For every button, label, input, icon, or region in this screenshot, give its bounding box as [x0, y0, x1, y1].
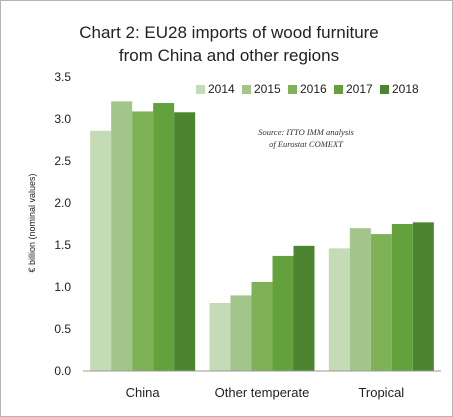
bar-2017: [391, 224, 413, 371]
legend-swatch-2015: [242, 85, 251, 94]
y-axis-ticks: 0.0 0.5 1.0 1.5 2.0 2.5 3.0 3.5: [54, 70, 71, 378]
y-axis-label: € billion (nominal values): [27, 173, 37, 272]
bar-series: [90, 101, 434, 372]
chart-title-line-2: from China and other regions: [119, 46, 339, 65]
bar-2016: [132, 111, 154, 371]
legend-label-2014: 2014: [208, 82, 235, 96]
y-tick-label: 3.0: [54, 112, 71, 126]
legend-label-2017: 2017: [346, 82, 373, 96]
bar-2015: [230, 295, 252, 371]
y-tick-label: 1.5: [54, 238, 71, 252]
bar-2015: [111, 101, 133, 372]
y-tick-label: 2.0: [54, 196, 71, 210]
bar-2018: [174, 112, 196, 371]
legend-label-2015: 2015: [254, 82, 281, 96]
legend-swatch-2018: [380, 85, 389, 94]
y-tick-label: 0.5: [54, 322, 71, 336]
legend-swatch-2017: [334, 85, 343, 94]
legend-label-2018: 2018: [392, 82, 419, 96]
source-note-line-1: Source: ITTO IMM analysis: [258, 127, 354, 137]
bar-2018: [412, 222, 434, 371]
bar-2014: [328, 248, 350, 371]
x-category-label: Tropical: [358, 385, 404, 400]
y-tick-label: 3.5: [54, 70, 71, 84]
x-axis-categories: China Other temperate Tropical: [126, 385, 405, 400]
legend-swatch-2016: [288, 85, 297, 94]
source-note-line-2: of Eurostat COMEXT: [269, 139, 344, 149]
chart-title-line-1: Chart 2: EU28 imports of wood furniture: [79, 23, 379, 42]
y-tick-label: 1.0: [54, 280, 71, 294]
y-tick-label: 2.5: [54, 154, 71, 168]
bar-2016: [370, 234, 392, 371]
legend-label-2016: 2016: [300, 82, 327, 96]
bar-2016: [251, 281, 273, 371]
y-tick-label: 0.0: [54, 364, 71, 378]
bar-2014: [90, 130, 112, 371]
bar-2017: [153, 103, 175, 371]
x-category-label: Other temperate: [215, 385, 310, 400]
bar-2015: [349, 228, 371, 371]
bar-2018: [293, 245, 315, 371]
legend: 2014 2015 2016 2017 2018: [196, 82, 419, 96]
x-category-label: China: [126, 385, 161, 400]
legend-swatch-2014: [196, 85, 205, 94]
bar-2017: [272, 255, 294, 371]
bar-2014: [209, 302, 231, 371]
